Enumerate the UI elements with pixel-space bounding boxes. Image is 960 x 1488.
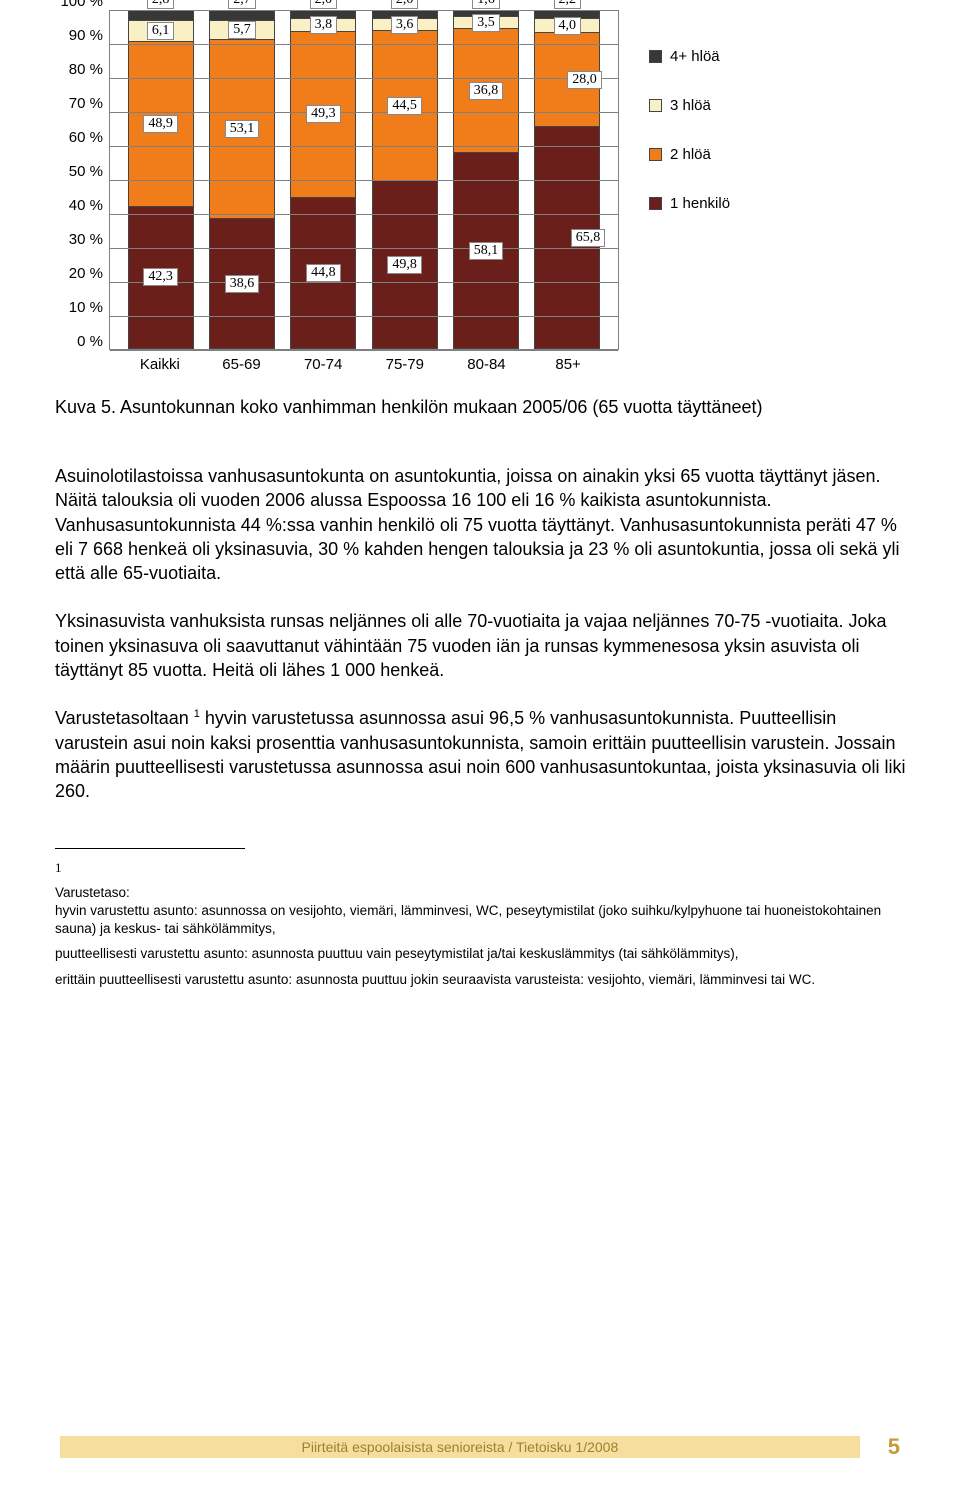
chart-plot: 42,3 48,9 6,1 2,8 38,6 53,1 5,72,7 44,8 49,3 3,8 2… — [109, 10, 619, 350]
x-tick: 85+ — [535, 356, 601, 373]
bar-segment: 49,8 — [373, 180, 437, 348]
legend-swatch — [649, 148, 662, 161]
bar-value-label: 36,8 — [469, 82, 504, 100]
body-paragraph-2: Yksinasuvista vanhuksista runsas neljänn… — [55, 609, 910, 682]
footnotes: 1 Varustetaso: hyvin varustettu asunto: … — [55, 859, 910, 989]
gridline — [110, 78, 618, 79]
legend-swatch — [649, 197, 662, 210]
bar-value-label: 1,6 — [472, 0, 500, 9]
x-tick: Kaikki — [127, 356, 193, 373]
bar-segment: 6,1 — [129, 20, 193, 41]
legend-label: 1 henkilö — [670, 195, 730, 212]
legend-label: 2 hlöä — [670, 146, 711, 163]
bar-value-label: 44,8 — [306, 264, 341, 282]
bar-value-label: 2,8 — [147, 0, 175, 9]
footer-text: Piirteitä espoolaisista senioreista / Ti… — [60, 1436, 860, 1458]
bar-segment: 49,3 — [291, 31, 355, 197]
gridline — [110, 282, 618, 283]
x-tick: 65-69 — [208, 356, 274, 373]
bar-segment: 2,8 — [129, 11, 193, 20]
bar-value-label: 2,2 — [554, 0, 582, 9]
legend-item: 4+ hlöä — [649, 48, 730, 65]
gridline — [110, 214, 618, 215]
bar-segment: 65,8 — [535, 126, 599, 348]
x-tick: 70-74 — [290, 356, 356, 373]
body-paragraph-3: Varustetasoltaan 1 hyvin varustetussa as… — [55, 706, 910, 803]
chart-area: 100 %90 %80 %70 %60 %50 %40 %30 %20 %10 … — [55, 10, 619, 373]
y-axis: 100 %90 %80 %70 %60 %50 %40 %30 %20 %10 … — [55, 10, 109, 350]
gridline — [110, 180, 618, 181]
bar-value-label: 44,5 — [387, 97, 422, 115]
bar-value-label: 3,6 — [391, 16, 419, 34]
x-tick: 75-79 — [372, 356, 438, 373]
legend-item: 3 hlöä — [649, 97, 730, 114]
bar-value-label: 65,8 — [571, 229, 606, 247]
bar-value-label: 53,1 — [225, 120, 260, 138]
bar-segment: 3,8 — [291, 18, 355, 31]
bar-segment: 2,7 — [210, 11, 274, 20]
gridline — [110, 10, 618, 11]
bar-segment: 36,8 — [454, 28, 518, 152]
footnote-line-3: erittäin puutteellisesti varustettu asun… — [55, 971, 910, 989]
footnote-line-2: puutteellisesti varustettu asunto: asunn… — [55, 945, 910, 963]
footnote-line-1: hyvin varustettu asunto: asunnossa on ve… — [55, 903, 881, 936]
bar-segment: 38,6 — [210, 218, 274, 348]
footnote-marker: 1 — [55, 860, 62, 875]
bar-value-label: 2,0 — [391, 0, 419, 9]
bar-value-label: 49,8 — [387, 256, 422, 274]
gridline — [110, 146, 618, 147]
bar-segment: 44,8 — [291, 197, 355, 348]
bar-value-label: 42,3 — [143, 268, 178, 286]
body-paragraph-3a: Varustetasoltaan — [55, 708, 194, 728]
legend-label: 3 hlöä — [670, 97, 711, 114]
legend-swatch — [649, 50, 662, 63]
bar-value-label: 49,3 — [306, 105, 341, 123]
bar-value-label: 4,0 — [554, 17, 582, 35]
legend-swatch — [649, 99, 662, 112]
bar-value-label: 3,5 — [472, 14, 500, 32]
bar-value-label: 58,1 — [469, 242, 504, 260]
footnote-separator — [55, 848, 245, 849]
gridline — [110, 316, 618, 317]
chart-legend: 4+ hlöä 3 hlöä 2 hlöä 1 henkilö — [649, 10, 730, 244]
bar-value-label: 2,0 — [310, 0, 338, 9]
bar-segment: 58,1 — [454, 152, 518, 348]
bar-value-label: 38,6 — [225, 275, 260, 293]
gridline — [110, 248, 618, 249]
chart-container: 100 %90 %80 %70 %60 %50 %40 %30 %20 %10 … — [55, 10, 910, 373]
bar-segment: 3,5 — [454, 16, 518, 28]
gridline — [110, 44, 618, 45]
bar-segment: 42,3 — [129, 206, 193, 348]
body-paragraph-1: Asuinolotilastoissa vanhusasuntokunta on… — [55, 464, 910, 585]
figure-caption: Kuva 5. Asuntokunnan koko vanhimman henk… — [55, 397, 910, 418]
bar-value-label: 6,1 — [147, 22, 175, 40]
bar-segment: 4,0 — [535, 18, 599, 31]
legend-item: 2 hlöä — [649, 146, 730, 163]
bar-value-label: 2,7 — [228, 0, 256, 9]
gridline — [110, 350, 618, 351]
page-number: 5 — [888, 1434, 900, 1460]
bar-value-label: 3,8 — [310, 16, 338, 34]
footnote-title: Varustetaso: — [55, 885, 130, 900]
bar-segment: 5,7 — [210, 20, 274, 39]
legend-item: 1 henkilö — [649, 195, 730, 212]
legend-label: 4+ hlöä — [670, 48, 720, 65]
x-axis: Kaikki 65-69 70-74 75-79 80-84 85+ — [109, 350, 619, 373]
bar-value-label: 28,0 — [567, 71, 602, 89]
page-footer: Piirteitä espoolaisista senioreista / Ti… — [0, 1434, 960, 1460]
bar-segment: 53,1 — [210, 39, 274, 218]
bar-value-label: 48,9 — [143, 115, 178, 133]
x-tick: 80-84 — [453, 356, 519, 373]
bar-value-label: 5,7 — [228, 21, 256, 39]
gridline — [110, 112, 618, 113]
bar-segment: 3,6 — [373, 18, 437, 30]
bar-segment: 44,5 — [373, 30, 437, 180]
